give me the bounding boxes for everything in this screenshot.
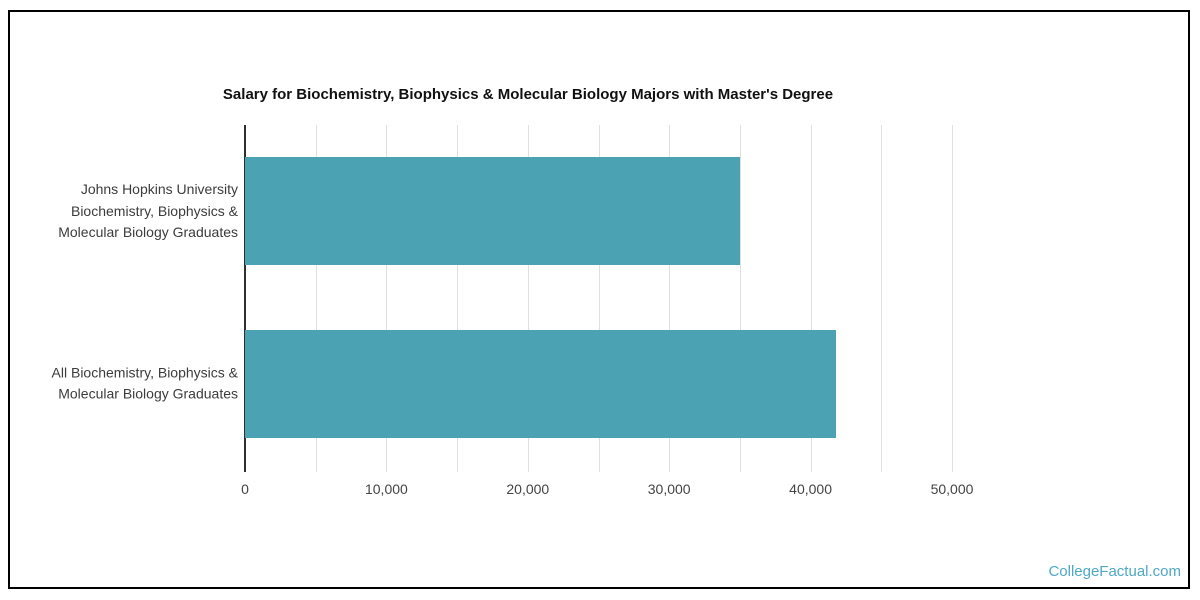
x-tick-label: 50,000 [930,481,974,497]
plot-area [244,125,1160,472]
gridline [739,125,741,472]
gridline [952,125,953,472]
gridline [386,125,388,472]
x-tick-label: 40,000 [789,481,833,497]
gridline [457,125,459,472]
y-axis-line [244,125,246,472]
gridline [810,125,812,472]
x-tick-label: 20,000 [506,481,550,497]
gridline [315,125,317,472]
gridline [598,125,600,472]
x-tick-label: 30,000 [647,481,691,497]
chart-title: Salary for Biochemistry, Biophysics & Mo… [222,86,834,103]
x-tick-label: 10,000 [364,481,408,497]
chart-border [8,10,1190,589]
x-tick-label: 0 [241,481,249,497]
category-label: Johns Hopkins University Biochemistry, Bi… [58,181,238,240]
gridline [669,125,671,472]
gridline [527,125,529,472]
bar [245,329,837,438]
bar [245,157,740,266]
category-label: All Biochemistry, Biophysics & Molecular … [51,364,238,402]
gridline [881,125,883,472]
watermark-link[interactable]: CollegeFactual.com [1048,563,1181,580]
